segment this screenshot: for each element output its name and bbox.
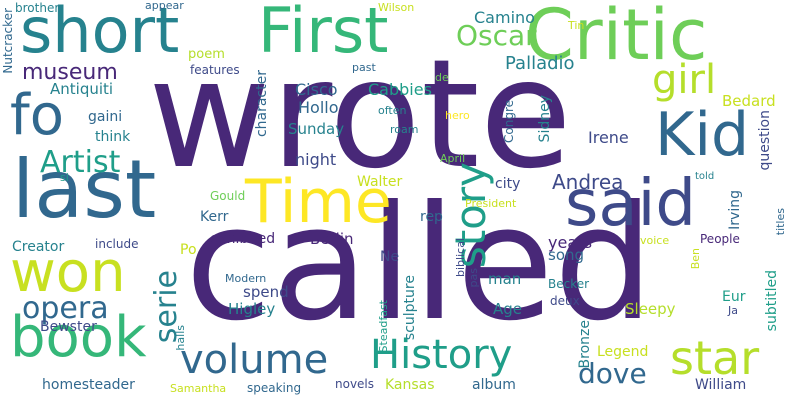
word-character: character <box>254 70 270 138</box>
word-samantha: Samantha <box>170 382 227 395</box>
word-roam: roam <box>390 123 419 136</box>
word-short: short <box>20 0 180 67</box>
word-kerr: Kerr <box>200 209 229 225</box>
word-exhibited: exhibited <box>210 231 276 247</box>
word-cisco: Cisco <box>295 80 338 99</box>
word-album: album <box>472 377 516 393</box>
word-star: star <box>670 331 760 385</box>
word-first: First <box>258 0 389 67</box>
word-legend: Legend <box>597 344 649 360</box>
word-rep: rep <box>420 209 443 225</box>
word-titles: titles <box>774 208 787 236</box>
word-museum: museum <box>22 60 118 85</box>
word-william: William <box>695 377 747 393</box>
word-higley: Higley <box>228 300 276 318</box>
word-eur: Eur <box>722 289 746 305</box>
word-wilson: Wilson <box>378 1 415 14</box>
word-age: Age <box>493 300 523 318</box>
word-po: Po <box>180 242 197 258</box>
word-becker: Becker <box>548 277 590 291</box>
word-camino: Camino <box>474 8 535 27</box>
word-kansas: Kansas <box>385 377 435 393</box>
word-berlin: Berlin <box>310 230 354 248</box>
word-deux: deux <box>550 294 580 308</box>
word-opera: opera <box>22 291 109 326</box>
word-often: often <box>378 104 407 117</box>
word-bronze: Bronze <box>577 320 593 369</box>
word-ja: Ja <box>728 304 738 317</box>
word-voice: voice <box>640 234 670 247</box>
word-sunday: Sunday <box>288 120 345 138</box>
word-past: past <box>352 61 376 74</box>
word-volume: volume <box>180 337 329 383</box>
word-hollo: Hollo <box>298 98 339 117</box>
word-walter: Walter <box>357 174 403 190</box>
word-ne: Ne <box>380 249 400 265</box>
word-de: de <box>435 71 449 84</box>
word-cabbies: Cabbies <box>368 80 432 99</box>
word-book: book <box>10 305 147 370</box>
word-include: include <box>95 237 139 251</box>
word-critic: Critic <box>525 0 708 76</box>
word-question: question <box>757 110 773 171</box>
word-bedard: Bedard <box>722 92 776 110</box>
word-bewster: Bewster <box>40 319 97 335</box>
word-speaking: speaking <box>247 381 302 395</box>
word-april: April <box>440 152 466 165</box>
word-won: won <box>10 240 126 305</box>
word-said: said <box>565 167 696 241</box>
word-artist: Artist <box>40 145 121 180</box>
word-irving: Irving <box>727 190 743 230</box>
word-city: city <box>495 176 521 192</box>
word-biblical: biblical <box>454 238 467 277</box>
word-novels: novels <box>335 377 375 391</box>
word-people: People <box>700 232 740 246</box>
word-si: si <box>60 171 69 184</box>
word-history: History <box>370 332 513 378</box>
word-steadfast: Steadfast <box>377 300 390 353</box>
word-tin: Tin <box>568 19 585 32</box>
word-oscar: Oscar <box>456 19 537 52</box>
word-subtitled: subtitled <box>764 270 780 332</box>
word-told: told <box>695 171 715 182</box>
word-pas: pas <box>467 268 480 288</box>
word-appear: appear <box>145 0 184 12</box>
word-wrote: wrote <box>148 28 572 202</box>
word-ben: Ben <box>689 248 702 270</box>
word-time: Time <box>245 167 392 237</box>
word-palladio: Palladio <box>505 53 575 74</box>
word-antiquiti: Antiquiti <box>50 80 114 98</box>
word-girl: girl <box>652 57 717 103</box>
word-night: night <box>295 150 337 169</box>
word-years: years <box>548 233 593 252</box>
word-spend: spend <box>243 283 289 301</box>
word-features: features <box>190 63 240 77</box>
word-irene: Irene <box>588 128 629 147</box>
word-man: man <box>488 270 522 288</box>
word-congre: Congre <box>502 100 516 143</box>
word-kid: Kid <box>655 100 750 170</box>
word-poem: poem <box>188 47 225 62</box>
word-andrea: Andrea <box>552 170 624 194</box>
word-gaini: gaini <box>88 109 123 125</box>
word-sculpture: sculpture <box>402 275 418 341</box>
word-nutcracker: Nutcracker <box>1 8 15 74</box>
word-sleepy: Sleepy <box>625 300 676 318</box>
word-brother: brother <box>15 1 60 15</box>
word-dove: dove <box>578 357 647 390</box>
word-called: called <box>185 172 654 356</box>
word-gould: Gould <box>210 189 246 203</box>
word-halls: halls <box>174 325 187 351</box>
word-last: last <box>12 143 157 236</box>
word-think: think <box>95 129 131 145</box>
word-modern: Modern <box>225 272 267 285</box>
word-creator: Creator <box>12 239 65 255</box>
word-hero: hero <box>445 109 470 122</box>
word-homesteader: homesteader <box>42 377 135 393</box>
word-sidney: Sidney <box>537 95 553 143</box>
word-president: President <box>465 197 517 210</box>
word-song: song <box>548 246 585 264</box>
word-fo: fo <box>10 83 64 148</box>
